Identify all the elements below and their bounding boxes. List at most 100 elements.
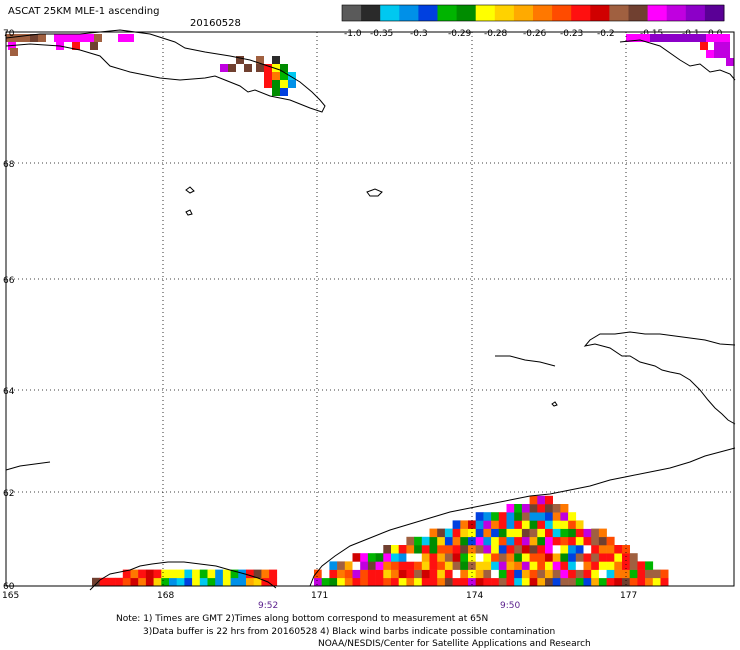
data-pixel <box>726 58 734 66</box>
data-pixel <box>575 520 584 529</box>
lat-lon-grid <box>6 32 734 586</box>
data-pixel <box>452 536 461 546</box>
data-pixel <box>337 561 346 570</box>
data-pixel <box>545 545 553 554</box>
data-pixel <box>521 504 530 513</box>
data-pixel <box>552 561 561 570</box>
data-pixel <box>288 72 296 80</box>
data-pixel <box>514 561 523 570</box>
data-pixel <box>264 64 272 72</box>
data-pixel <box>674 34 682 42</box>
data-pixel <box>337 577 346 587</box>
colorbar-swatch <box>666 5 687 21</box>
data-pixel <box>483 545 492 554</box>
data-pixel <box>537 528 546 538</box>
data-pixel <box>568 528 577 538</box>
note-line-2: 3)Data buffer is 22 hrs from 20160528 4)… <box>143 627 556 637</box>
data-pixel <box>452 520 461 529</box>
data-pixel <box>429 536 438 546</box>
data-pixel <box>545 553 553 562</box>
colorbar-swatch <box>342 5 362 21</box>
data-pixel <box>529 545 538 554</box>
data-pixel <box>406 553 415 562</box>
data-pixel <box>414 561 423 570</box>
data-pixel <box>591 536 600 546</box>
data-pixel <box>521 561 530 570</box>
wind-data-pixels <box>6 34 734 587</box>
map-title: ASCAT 25KM MLE-1 ascending <box>8 6 159 17</box>
data-pixel <box>429 569 438 579</box>
data-pixel <box>30 34 38 42</box>
data-pixel <box>272 88 280 96</box>
data-pixel <box>269 569 278 579</box>
data-pixel <box>280 80 288 88</box>
data-pixel <box>452 569 461 579</box>
data-pixel <box>537 512 546 521</box>
data-pixel <box>421 553 430 562</box>
data-pixel <box>682 34 690 42</box>
data-pixel <box>568 577 577 587</box>
data-pixel <box>383 577 392 587</box>
lat-label: 64 <box>3 387 15 397</box>
data-pixel <box>437 536 446 546</box>
data-pixel <box>406 536 415 546</box>
data-pixel <box>537 495 546 505</box>
data-pixel <box>498 553 507 562</box>
data-pixel <box>560 536 569 546</box>
data-pixel <box>444 569 453 579</box>
data-pixel <box>560 528 569 538</box>
data-pixel <box>491 536 500 546</box>
data-pixel <box>367 561 376 570</box>
data-pixel <box>529 569 538 579</box>
data-pixel <box>545 495 553 505</box>
data-pixel <box>256 64 264 72</box>
data-pixel <box>429 577 438 587</box>
data-pixel <box>652 569 661 579</box>
data-pixel <box>552 553 561 562</box>
colorbar-swatch <box>552 5 572 21</box>
data-pixel <box>452 577 461 587</box>
data-pixel <box>391 553 399 562</box>
data-pixel <box>537 569 546 579</box>
data-pixel <box>460 528 469 538</box>
lon-label: 174 <box>466 591 483 601</box>
data-pixel <box>629 553 638 562</box>
data-pixel <box>606 553 615 562</box>
data-pixel <box>552 512 561 521</box>
data-pixel <box>261 577 270 587</box>
data-pixel <box>360 553 369 562</box>
data-pixel <box>598 528 607 538</box>
data-pixel <box>575 569 584 579</box>
data-pixel <box>220 64 228 72</box>
colorbar-swatch <box>513 5 534 21</box>
data-pixel <box>575 536 584 546</box>
data-pixel <box>591 545 600 554</box>
data-pixel <box>545 504 553 513</box>
data-pixel <box>215 569 224 579</box>
data-pixel <box>329 577 338 587</box>
data-pixel <box>506 528 515 538</box>
data-pixel <box>329 569 338 579</box>
colorbar-swatch <box>399 5 419 21</box>
data-pixel <box>176 569 185 579</box>
data-pixel <box>537 553 546 562</box>
data-pixel <box>521 520 530 529</box>
data-pixel <box>568 553 577 562</box>
data-pixel <box>437 545 446 554</box>
data-pixel <box>367 553 376 562</box>
data-pixel <box>78 34 86 42</box>
data-pixel <box>86 34 94 42</box>
data-pixel <box>658 34 666 42</box>
data-pixel <box>491 545 500 554</box>
data-pixel <box>115 577 124 587</box>
data-pixel <box>280 88 288 96</box>
data-pixel <box>514 512 523 521</box>
data-pixel <box>460 577 469 587</box>
data-pixel <box>714 34 722 42</box>
coastlines <box>5 29 736 591</box>
data-pixel <box>444 561 453 570</box>
data-pixel <box>598 569 607 579</box>
coastline-chukotka-inner <box>495 355 556 367</box>
data-pixel <box>228 64 236 72</box>
colorbar-swatch <box>571 5 591 21</box>
